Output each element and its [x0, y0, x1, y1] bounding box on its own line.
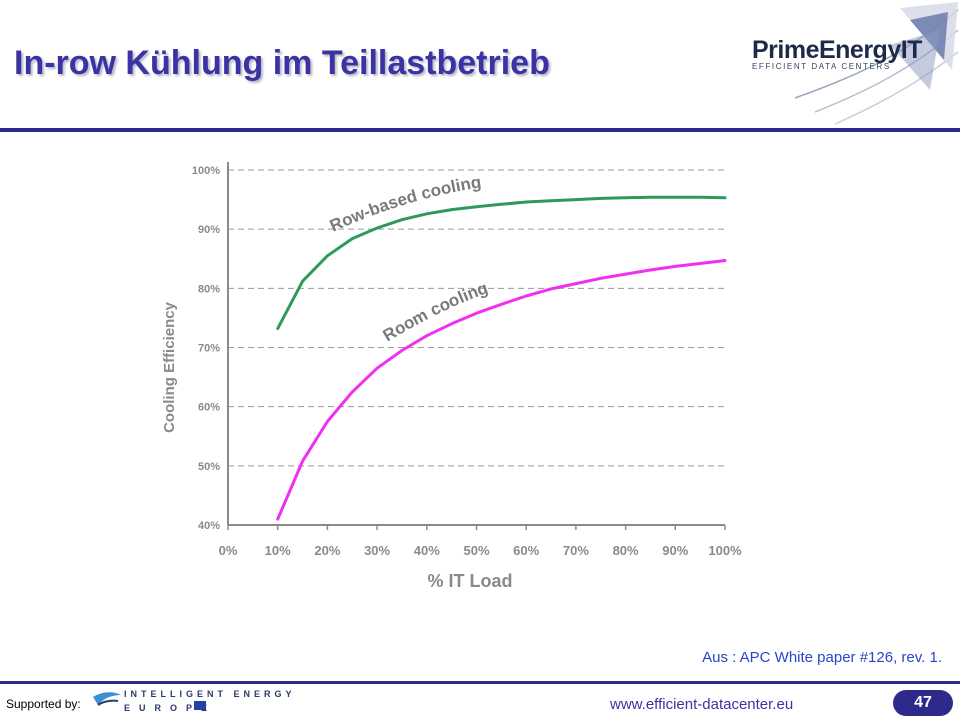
series-label-text: Row-based cooling: [327, 172, 483, 235]
supported-by-label: Supported by:: [6, 697, 81, 711]
logo-swoosh-icon: [794, 2, 959, 125]
x-tick-label: 80%: [613, 543, 639, 558]
y-tick-label: 40%: [198, 520, 220, 532]
footer-url: www.efficient-datacenter.eu: [610, 696, 794, 713]
page-number: 47: [893, 690, 953, 716]
sponsor-line-1: INTELLIGENT ENERGY: [124, 689, 296, 699]
y-tick-label: 50%: [198, 461, 220, 473]
y-tick-label: 60%: [198, 402, 220, 414]
y-axis-label: Cooling Efficiency: [161, 301, 178, 433]
header-rule: [0, 128, 960, 132]
logo-name: PrimeEnergyIT: [752, 36, 922, 64]
y-tick-label: 90%: [198, 224, 220, 236]
slide-title: In-row Kühlung im Teillastbetrieb: [14, 44, 550, 82]
series-label-0: Row-based cooling: [327, 172, 483, 235]
x-tick-label: 50%: [463, 543, 489, 558]
intelligent-energy-swoosh-icon: [93, 692, 121, 706]
series-line-1: [276, 259, 727, 521]
series-line-0: [276, 195, 727, 331]
source-note: Aus : APC White paper #126, rev. 1.: [702, 649, 942, 666]
y-tick-label: 100%: [192, 165, 220, 177]
logo-tagline: EFFICIENT DATA CENTERS: [752, 62, 891, 71]
y-tick-label: 80%: [198, 283, 220, 295]
x-tick-label: 90%: [662, 543, 688, 558]
x-tick-label: 0%: [219, 543, 238, 558]
x-tick-label: 20%: [314, 543, 340, 558]
x-tick-label: 100%: [708, 543, 742, 558]
y-tick-label: 70%: [198, 343, 220, 355]
x-tick-label: 30%: [364, 543, 390, 558]
x-tick-label: 10%: [265, 543, 291, 558]
x-axis-label: % IT Load: [428, 571, 513, 591]
series-label-text: Room cooling: [380, 278, 491, 345]
series-label-1: Room cooling: [380, 278, 491, 345]
x-tick-label: 60%: [513, 543, 539, 558]
x-tick-label: 40%: [414, 543, 440, 558]
x-tick-label: 70%: [563, 543, 589, 558]
sponsor-line-2: EUROPE: [124, 703, 217, 713]
eu-flag-icon: [194, 701, 206, 710]
footer-rule: [0, 681, 960, 684]
efficiency-chart: 40% 50% 60% 70% 80% 90% 100% 0% 10% 20% 30% 40% 50% 6…: [161, 162, 742, 591]
